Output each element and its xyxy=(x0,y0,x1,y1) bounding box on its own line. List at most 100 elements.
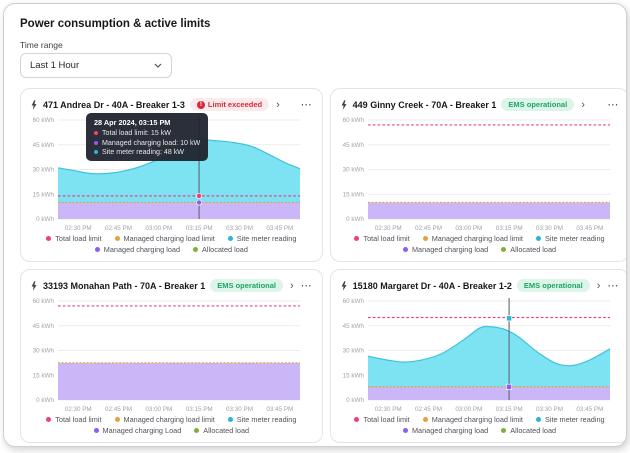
breaker-card-ginny: 449 Ginny Creek - 70A - Breaker 1 EMS op… xyxy=(329,88,626,262)
legend-item: Total load limit xyxy=(46,415,102,424)
ev-charger-icon xyxy=(30,99,38,110)
card-title: 33193 Monahan Path - 70A - Breaker 1 xyxy=(43,280,206,291)
power-chart[interactable]: 0 kWh 15 kWh 30 kWh 45 kWh 60 kWh 02:30 PM 02:… xyxy=(340,115,620,233)
svg-text:60 kWh: 60 kWh xyxy=(33,117,55,124)
status-badge-label: EMS operational xyxy=(523,281,583,290)
svg-text:03:00 PM: 03:00 PM xyxy=(145,225,172,232)
power-chart[interactable]: 0 kWh 15 kWh 30 kWh 45 kWh 60 kWh 02:30 PM 02:… xyxy=(30,115,313,233)
more-menu-button[interactable]: ⋯ xyxy=(607,99,620,111)
svg-text:03:45 PM: 03:45 PM xyxy=(576,406,603,413)
svg-text:03:00 PM: 03:00 PM xyxy=(455,406,482,413)
svg-text:0 kWh: 0 kWh xyxy=(36,216,54,223)
legend-dot xyxy=(114,417,120,422)
svg-text:30 kWh: 30 kWh xyxy=(33,348,55,355)
breaker-card-margaret: 15180 Margaret Dr - 40A - Breaker 1-2 EM… xyxy=(329,269,626,443)
time-range-label: Time range xyxy=(20,40,63,50)
power-chart[interactable]: 0 kWh 15 kWh 30 kWh 45 kWh 60 kWh 02:30 PM 02:… xyxy=(30,296,313,414)
legend-dot xyxy=(94,247,100,252)
legend-dot xyxy=(422,417,428,422)
legend-dot xyxy=(402,247,408,252)
card-header: 33193 Monahan Path - 70A - Breaker 1 EMS… xyxy=(30,277,313,294)
svg-text:15 kWh: 15 kWh xyxy=(33,191,55,198)
svg-text:60 kWh: 60 kWh xyxy=(342,117,364,124)
chart-legend: Total load limit Managed charging load l… xyxy=(340,234,620,254)
legend-item: Managed charging load limit xyxy=(422,234,523,243)
svg-text:03:15 PM: 03:15 PM xyxy=(186,406,213,413)
status-badge: EMS operational xyxy=(516,279,590,292)
svg-text:03:30 PM: 03:30 PM xyxy=(536,406,563,413)
svg-text:02:30 PM: 02:30 PM xyxy=(65,406,92,413)
svg-text:03:30 PM: 03:30 PM xyxy=(536,225,563,232)
card-title: 15180 Margaret Dr - 40A - Breaker 1-2 xyxy=(352,280,512,291)
status-badge: EMS operational xyxy=(210,279,283,292)
time-range-value: Last 1 Hour xyxy=(30,60,80,71)
legend-dot xyxy=(535,236,541,241)
chevron-right-icon[interactable]: › xyxy=(581,98,585,111)
legend-item: Total load limit xyxy=(354,415,410,424)
alert-icon: ! xyxy=(196,100,205,109)
more-menu-button[interactable]: ⋯ xyxy=(300,99,313,111)
svg-text:0 kWh: 0 kWh xyxy=(346,397,364,404)
dashboard-window: Power consumption & active limits Time r… xyxy=(3,3,627,447)
chevron-right-icon[interactable]: › xyxy=(596,279,601,292)
svg-text:45 kWh: 45 kWh xyxy=(33,142,55,149)
svg-text:15 kWh: 15 kWh xyxy=(33,372,55,379)
legend-item: Total load limit xyxy=(46,234,102,243)
ev-charger-icon xyxy=(30,280,38,291)
svg-text:03:15 PM: 03:15 PM xyxy=(186,225,213,232)
breaker-card-andrea: 471 Andrea Dr - 40A - Breaker 1-3 ! Limi… xyxy=(20,88,323,262)
chart-legend: Total load limit Managed charging load l… xyxy=(30,415,313,435)
svg-text:02:45 PM: 02:45 PM xyxy=(105,225,132,232)
page-title: Power consumption & active limits xyxy=(20,18,211,30)
legend-item: Site meter reading xyxy=(535,415,605,424)
legend-item: Managed charging load limit xyxy=(114,415,215,424)
legend-item: Site meter reading xyxy=(227,234,296,243)
chart-area: 0 kWh 15 kWh 30 kWh 45 kWh 60 kWh 02:30 PM 02:… xyxy=(30,113,313,233)
legend-dot xyxy=(535,417,541,422)
legend-dot xyxy=(227,236,233,241)
chart-area: 0 kWh 15 kWh 30 kWh 45 kWh 60 kWh 02:30 PM 02:… xyxy=(340,296,620,414)
card-header: 449 Ginny Creek - 70A - Breaker 1 EMS op… xyxy=(340,96,620,113)
status-badge-label: EMS operational xyxy=(508,100,568,109)
svg-text:02:30 PM: 02:30 PM xyxy=(65,225,92,232)
status-badge-label: EMS operational xyxy=(217,281,276,290)
svg-text:45 kWh: 45 kWh xyxy=(33,323,55,330)
legend-dot xyxy=(93,428,99,433)
chart-legend: Total load limit Managed charging load l… xyxy=(340,415,620,435)
legend-item: Site meter reading xyxy=(227,415,296,424)
svg-text:30 kWh: 30 kWh xyxy=(33,167,55,174)
legend-item: Allocated load xyxy=(501,426,556,435)
svg-text:03:45 PM: 03:45 PM xyxy=(266,406,293,413)
cards-grid: 471 Andrea Dr - 40A - Breaker 1-3 ! Limi… xyxy=(20,88,626,443)
svg-text:60 kWh: 60 kWh xyxy=(33,298,55,305)
legend-item: Managed charging Load xyxy=(93,426,181,435)
card-title: 449 Ginny Creek - 70A - Breaker 1 xyxy=(352,99,497,110)
more-menu-button[interactable]: ⋯ xyxy=(607,280,620,292)
svg-text:45 kWh: 45 kWh xyxy=(342,142,364,149)
chevron-right-icon[interactable]: › xyxy=(290,279,294,292)
chart-area: 0 kWh 15 kWh 30 kWh 45 kWh 60 kWh 02:30 PM 02:… xyxy=(30,296,313,414)
svg-text:02:30 PM: 02:30 PM xyxy=(374,225,401,232)
more-menu-button[interactable]: ⋯ xyxy=(300,280,313,292)
power-chart[interactable]: 0 kWh 15 kWh 30 kWh 45 kWh 60 kWh 02:30 PM 02:… xyxy=(340,296,620,414)
legend-item: Managed charging load xyxy=(402,245,488,254)
legend-dot xyxy=(193,247,199,252)
legend-item: Managed charging load xyxy=(94,245,180,254)
status-badge-label: Limit exceeded xyxy=(207,100,263,109)
chevron-right-icon[interactable]: › xyxy=(276,98,280,111)
legend-dot xyxy=(501,428,507,433)
legend-dot xyxy=(354,236,360,241)
svg-text:15 kWh: 15 kWh xyxy=(342,372,364,379)
svg-text:03:00 PM: 03:00 PM xyxy=(455,225,482,232)
legend-dot xyxy=(422,236,428,241)
chevron-down-icon xyxy=(154,63,162,68)
legend-dot xyxy=(46,417,52,422)
legend-item: Site meter reading xyxy=(535,234,605,243)
time-range-select[interactable]: Last 1 Hour xyxy=(20,53,172,78)
status-badge: ! Limit exceeded xyxy=(189,98,270,111)
svg-text:0 kWh: 0 kWh xyxy=(346,216,364,223)
svg-text:02:30 PM: 02:30 PM xyxy=(374,406,401,413)
svg-text:02:45 PM: 02:45 PM xyxy=(415,406,442,413)
breaker-card-monahan: 33193 Monahan Path - 70A - Breaker 1 EMS… xyxy=(20,269,323,443)
svg-text:15 kWh: 15 kWh xyxy=(342,191,364,198)
